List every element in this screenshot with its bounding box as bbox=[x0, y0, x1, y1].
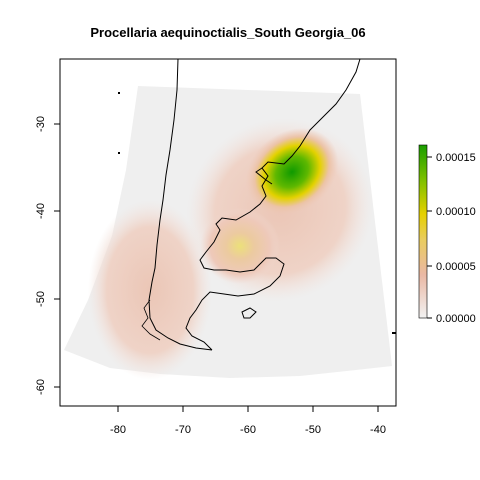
density-uruguay-shelf bbox=[245, 127, 339, 217]
x-tick-label: -50 bbox=[305, 424, 321, 436]
x-axis: -80 -70 -60 -50 -40 bbox=[110, 406, 386, 436]
density-patagonian-shelf bbox=[200, 208, 280, 284]
plot-frame bbox=[59, 58, 397, 407]
color-legend: 0.00000 0.00005 0.00010 0.00015 bbox=[418, 144, 476, 325]
density-low-west bbox=[88, 200, 212, 380]
legend-colorbar bbox=[418, 144, 428, 319]
falklands bbox=[241, 307, 257, 319]
legend-tick-label: 0.00010 bbox=[436, 206, 476, 218]
y-tick-label: -40 bbox=[35, 203, 47, 219]
legend-tick-label: 0.00000 bbox=[436, 313, 476, 325]
legend-tick-label: 0.00015 bbox=[436, 152, 476, 164]
y-tick-label: -50 bbox=[35, 291, 47, 307]
y-tick-label: -30 bbox=[35, 116, 47, 132]
island-small bbox=[118, 152, 120, 154]
legend-tick-label: 0.00005 bbox=[436, 261, 476, 273]
island-south-georgia bbox=[392, 332, 396, 334]
south-america-coastline bbox=[148, 59, 361, 351]
chile-islands bbox=[141, 299, 161, 341]
x-tick-label: -70 bbox=[175, 424, 191, 436]
y-tick-label: -60 bbox=[35, 379, 47, 395]
x-tick-label: -40 bbox=[370, 424, 386, 436]
x-tick-label: -80 bbox=[110, 424, 126, 436]
x-tick-label: -60 bbox=[240, 424, 256, 436]
map-panel bbox=[64, 59, 396, 380]
island-small-2 bbox=[118, 92, 120, 94]
y-axis: -30 -40 -50 -60 bbox=[35, 116, 60, 395]
map-title: Procellaria aequinoctialis_South Georgia… bbox=[90, 25, 365, 40]
rio-de-la-plata bbox=[255, 167, 273, 185]
